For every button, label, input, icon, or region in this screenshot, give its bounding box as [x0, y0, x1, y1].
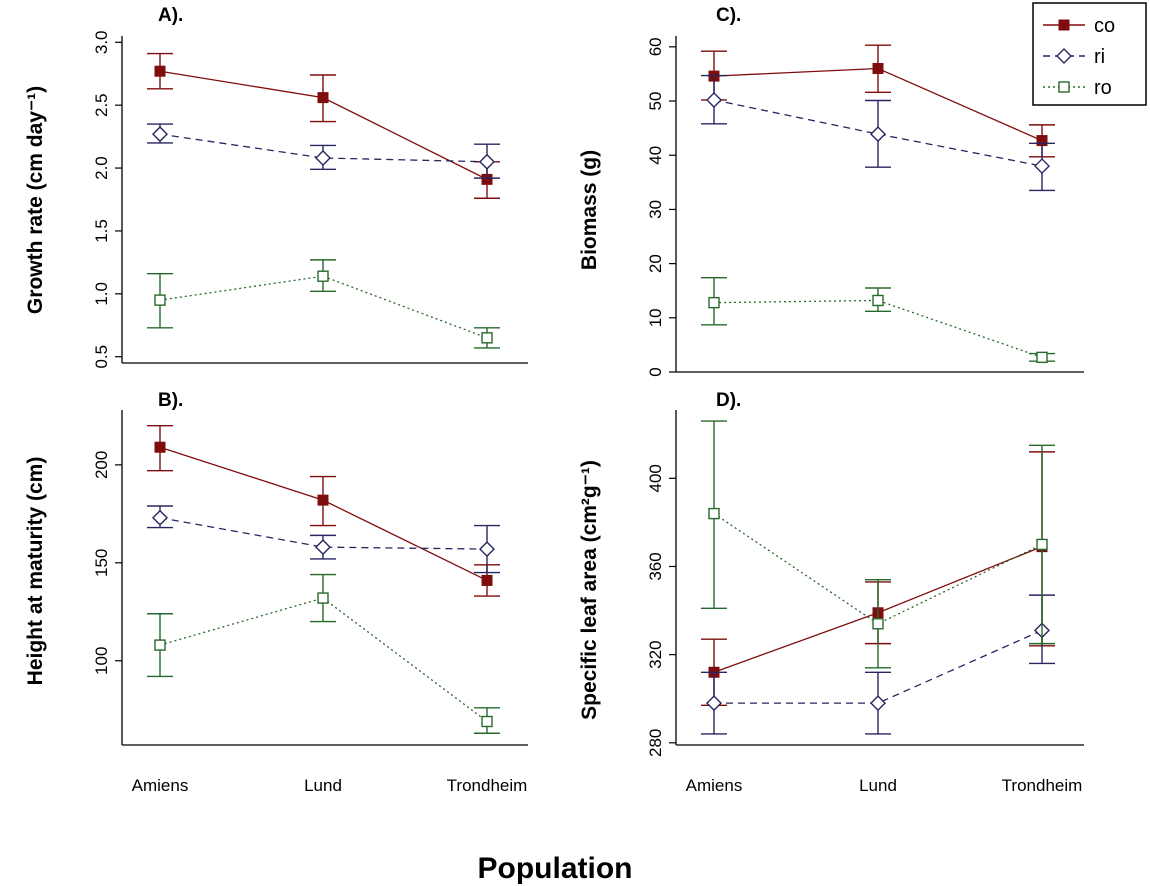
data-point-ri [479, 541, 495, 558]
data-point-ri [315, 150, 331, 166]
series-line-ri [159, 133, 488, 163]
series-line-ro [713, 513, 1043, 625]
y-tick-label: 1.0 [92, 282, 111, 306]
data-point-ri [152, 509, 168, 526]
legend-marker-co [1058, 19, 1070, 31]
y-tick-label: 200 [92, 451, 111, 479]
data-point-ri [870, 126, 886, 143]
y-tick-label: 1.5 [92, 219, 111, 243]
series-ri [147, 505, 500, 574]
data-point-ro [481, 332, 493, 344]
y-tick-label: 3.0 [92, 30, 111, 54]
series-line-ro [159, 275, 488, 339]
chart-panel-3: 0 10 20 30 40 50 60 C). Biomass (g) [578, 5, 1084, 377]
legend-label-ri: ri [1094, 46, 1105, 68]
panel-label: A). [158, 5, 183, 26]
panel-label: B). [158, 390, 183, 411]
data-point-co [154, 441, 166, 453]
y-tick-label: 400 [646, 464, 665, 492]
data-point-ri [870, 695, 886, 712]
y-tick-label: 280 [646, 729, 665, 757]
series-ro [147, 259, 500, 349]
y-tick-label: 40 [646, 146, 665, 165]
series-ro [701, 420, 1055, 669]
legend: co ri ro [1032, 2, 1147, 106]
y-tick-label: 320 [646, 640, 665, 668]
data-point-ro [481, 715, 493, 728]
data-point-ro [154, 294, 166, 306]
data-point-ro [317, 592, 329, 604]
x-tick-label: Lund [304, 776, 342, 795]
y-tick-label: 2.0 [92, 156, 111, 180]
legend-label-co: co [1094, 15, 1115, 37]
y-tick-label: 360 [646, 552, 665, 580]
data-point-ro [708, 296, 720, 309]
data-point-ro [872, 294, 884, 307]
y-tick-label: 2.5 [92, 93, 111, 117]
x-tick-label: Amiens [686, 776, 743, 795]
legend-entries: co ri ro [1043, 15, 1115, 99]
y-tick-label: 30 [646, 200, 665, 219]
data-point-co [317, 92, 329, 104]
legend-label-ro: ro [1094, 77, 1112, 99]
data-point-co [481, 574, 493, 586]
data-point-ri [479, 153, 495, 170]
y-tick-label: 20 [646, 254, 665, 273]
y-axis-title: Height at maturity (cm) [24, 457, 47, 686]
series-line-ro [159, 597, 488, 723]
data-point-ri [706, 91, 722, 108]
data-point-ri [152, 126, 168, 143]
series-co [147, 52, 500, 199]
chart-panels: 0.5 1.0 1.5 2.0 2.5 3.0 A). Growth rate (cm day… [24, 5, 1084, 795]
series-line-ri [714, 629, 1043, 704]
y-axis-title: Specific leaf area (cm²g⁻¹) [578, 460, 601, 720]
y-tick-label: 150 [92, 549, 111, 577]
y-tick-label: 10 [646, 308, 665, 327]
legend-box [1032, 2, 1147, 106]
panel-label: D). [716, 390, 741, 411]
data-point-co [154, 65, 166, 77]
data-point-co [317, 494, 329, 506]
series-ri [147, 123, 500, 179]
series-line-ri [713, 99, 1043, 167]
y-tick-label: 60 [646, 37, 665, 56]
y-axis-title: Growth rate (cm day⁻¹) [24, 86, 47, 314]
series-ro [147, 573, 500, 734]
legend-entry-ri: ri [1043, 46, 1105, 68]
data-point-ro [317, 270, 329, 282]
y-tick-label: 0 [646, 367, 665, 376]
data-point-ro [1036, 351, 1048, 364]
chart-panel-4: 280 320 360 400 Amiens Lund Trondheim D). Specif… [578, 390, 1084, 795]
legend-entry-ro: ro [1043, 77, 1112, 99]
data-point-ri [315, 539, 331, 556]
legend-marker-ro [1058, 81, 1070, 93]
chart-panel-1: 0.5 1.0 1.5 2.0 2.5 3.0 A). Growth rate (cm day… [24, 5, 528, 369]
y-axis-title: Biomass (g) [578, 150, 601, 270]
y-tick-label: 100 [92, 647, 111, 675]
x-tick-label: Trondheim [447, 776, 528, 795]
series-ro [701, 277, 1055, 364]
data-point-ro [708, 507, 720, 520]
data-point-ro [872, 618, 884, 630]
legend-marker-ri [1056, 48, 1072, 64]
panel-label: C). [716, 5, 741, 26]
data-point-ro [1036, 538, 1048, 551]
overall-x-axis-title: Population [478, 852, 633, 885]
x-tick-label: Amiens [132, 776, 189, 795]
series-co [147, 424, 500, 597]
y-tick-label: 50 [646, 92, 665, 111]
data-point-ro [154, 639, 166, 651]
series-ri [701, 74, 1055, 192]
x-tick-label: Trondheim [1002, 776, 1083, 795]
data-point-co [872, 63, 884, 75]
data-point-ri [706, 695, 722, 712]
chart-panel-2: 100 150 200 Amiens Lund Trondheim B). Height at… [24, 390, 528, 795]
legend-entry-co: co [1043, 15, 1115, 37]
data-point-ri [1034, 158, 1050, 175]
x-tick-label: Lund [859, 776, 897, 795]
y-tick-label: 0.5 [92, 345, 111, 369]
